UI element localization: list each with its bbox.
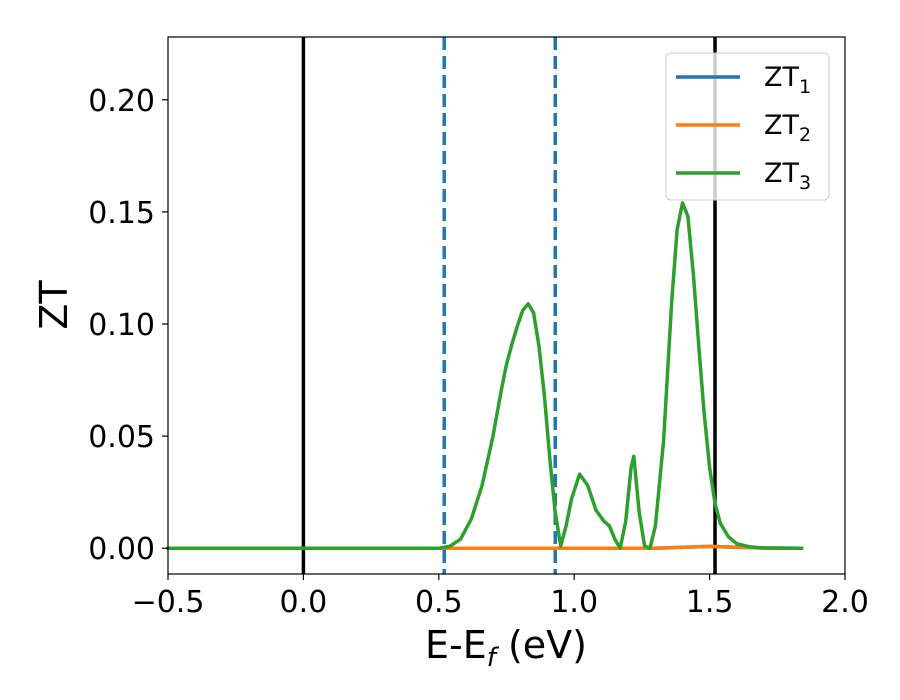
x-tick-label-0: −0.5	[132, 585, 205, 620]
legend-label-base-1: ZT	[764, 62, 799, 93]
x-axis-label: E-Ef (eV)	[425, 623, 587, 673]
x-tick-label-1: 0.0	[280, 585, 328, 620]
legend-label-sub-1: 1	[799, 76, 811, 98]
x-tick-label-4: 1.5	[686, 585, 734, 620]
series-line-3	[166, 201, 804, 550]
y-axis-label: ZT	[32, 280, 76, 330]
y-tick-label-2: 0.10	[88, 308, 155, 343]
legend-label-3: ZT3	[764, 158, 811, 194]
y-axis-ticks: 0.00 0.05 0.10 0.15 0.20	[88, 84, 168, 567]
series-lines	[166, 201, 804, 550]
legend-label-base-3: ZT	[764, 158, 799, 189]
y-tick-label-4: 0.20	[88, 84, 155, 119]
y-tick-label-3: 0.15	[88, 196, 155, 231]
y-tick-label-1: 0.05	[88, 420, 155, 455]
x-tick-label-3: 1.0	[550, 585, 598, 620]
x-axis-ticks: −0.5 0.0 0.5 1.0 1.5 2.0	[132, 574, 869, 620]
x-tick-label-5: 2.0	[821, 585, 869, 620]
legend-label-2: ZT2	[764, 110, 811, 146]
x-tick-label-2: 0.5	[415, 585, 463, 620]
x-axis-label-suffix: (eV)	[496, 623, 587, 667]
legend-label-base-2: ZT	[764, 110, 799, 141]
legend-label-sub-2: 2	[799, 124, 811, 146]
legend-box	[665, 52, 830, 201]
legend-label-1: ZT1	[764, 62, 811, 98]
plot-frame	[167, 36, 846, 575]
x-axis-label-base: E-E	[425, 623, 487, 667]
y-tick-label-0: 0.00	[88, 532, 155, 567]
legend-label-sub-3: 3	[799, 172, 811, 194]
